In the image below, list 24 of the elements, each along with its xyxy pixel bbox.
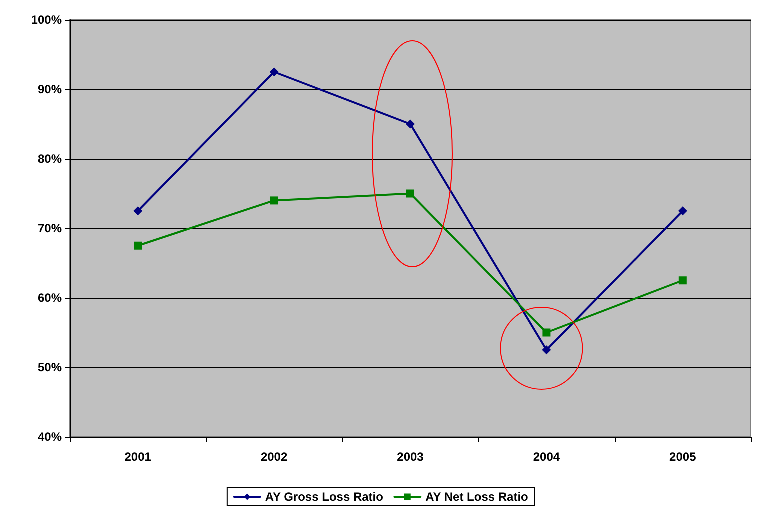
point xyxy=(270,196,278,205)
y-tick-label: 80% xyxy=(38,152,62,166)
y-tick-label: 100% xyxy=(31,13,62,27)
point xyxy=(134,206,143,216)
point xyxy=(678,206,688,216)
y-tick-label: 40% xyxy=(38,430,62,444)
point xyxy=(134,242,142,250)
point xyxy=(542,346,552,355)
y-tick-label: 90% xyxy=(38,82,62,96)
legend-label: AY Gross Loss Ratio xyxy=(265,490,384,504)
x-tick-label: 2001 xyxy=(124,450,152,464)
x-tick-label: 2003 xyxy=(397,450,424,464)
y-tick-label: 70% xyxy=(38,222,62,236)
point xyxy=(678,276,687,285)
point xyxy=(406,190,414,198)
point xyxy=(270,68,279,77)
legend-label: AY Net Loss Ratio xyxy=(426,490,528,504)
x-tick-label: 2002 xyxy=(260,450,288,464)
y-tick-label: 50% xyxy=(38,360,62,374)
point xyxy=(406,120,415,129)
x-tick-label: 2005 xyxy=(670,450,697,464)
point xyxy=(542,328,551,337)
y-tick-label: 60% xyxy=(38,291,62,305)
x-tick-label: 2004 xyxy=(533,450,560,464)
